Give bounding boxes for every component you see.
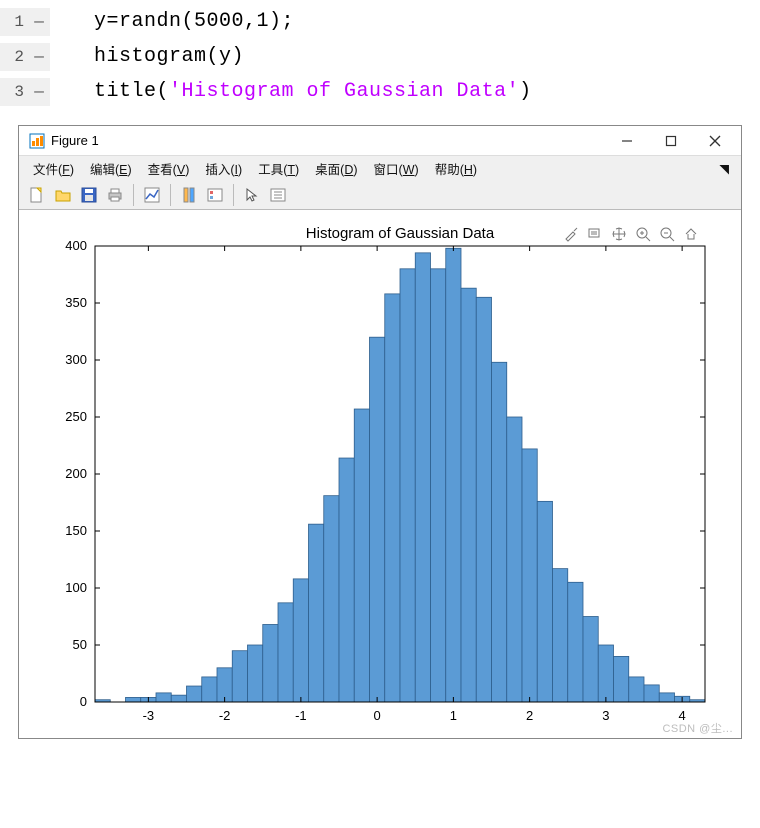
code-line: 2 — histogram(y) xyxy=(0,39,760,74)
svg-text:400: 400 xyxy=(65,238,87,253)
link-data-icon[interactable] xyxy=(140,183,164,207)
brush-icon[interactable] xyxy=(561,224,581,244)
svg-text:1: 1 xyxy=(450,708,457,723)
svg-text:-2: -2 xyxy=(219,708,231,723)
menu-window[interactable]: 窗口(W) xyxy=(366,159,427,178)
line-marker: — xyxy=(28,78,50,106)
legend-icon[interactable] xyxy=(203,183,227,207)
watermark: CSDN @尘... xyxy=(662,720,733,736)
histogram-chart: 050100150200250300350400-3-2-101234Histo… xyxy=(25,218,725,738)
maximize-button[interactable] xyxy=(649,127,693,155)
menubar-dock-arrow-icon[interactable]: ◥ xyxy=(719,161,735,176)
line-number: 1 xyxy=(0,8,28,36)
code-editor: 1 — y=randn(5000,1); 2 — histogram(y) 3 … xyxy=(0,0,760,119)
line-number: 2 xyxy=(0,43,28,71)
figure-window: Figure 1 文件(F) 编辑(E) 查看(V) 插入(I) 工具(T) 桌… xyxy=(18,125,742,739)
toolbar-separator xyxy=(233,184,234,206)
svg-text:200: 200 xyxy=(65,466,87,481)
svg-text:0: 0 xyxy=(374,708,381,723)
svg-text:0: 0 xyxy=(80,694,87,709)
insert-icon[interactable] xyxy=(266,183,290,207)
new-file-icon[interactable] xyxy=(25,183,49,207)
toolbar-separator xyxy=(170,184,171,206)
home-icon[interactable] xyxy=(681,224,701,244)
menu-edit[interactable]: 编辑(E) xyxy=(82,159,140,178)
svg-text:100: 100 xyxy=(65,580,87,595)
datatip-icon[interactable] xyxy=(585,224,605,244)
titlebar[interactable]: Figure 1 xyxy=(19,126,741,156)
menu-help[interactable]: 帮助(H) xyxy=(427,159,485,178)
svg-text:2: 2 xyxy=(526,708,533,723)
pan-icon[interactable] xyxy=(609,224,629,244)
colorbar-icon[interactable] xyxy=(177,183,201,207)
menu-file[interactable]: 文件(F) xyxy=(25,159,82,178)
code-line: 1 — y=randn(5000,1); xyxy=(0,4,760,39)
open-folder-icon[interactable] xyxy=(51,183,75,207)
code-text: y=randn(5000,1); xyxy=(50,4,294,39)
window-title: Figure 1 xyxy=(51,133,605,148)
menu-insert[interactable]: 插入(I) xyxy=(197,159,250,178)
menu-tools[interactable]: 工具(T) xyxy=(250,159,307,178)
menu-desktop[interactable]: 桌面(D) xyxy=(307,159,365,178)
menubar: 文件(F) 编辑(E) 查看(V) 插入(I) 工具(T) 桌面(D) 窗口(W… xyxy=(19,156,741,180)
close-button[interactable] xyxy=(693,127,737,155)
svg-text:3: 3 xyxy=(602,708,609,723)
svg-text:-3: -3 xyxy=(143,708,155,723)
menu-view[interactable]: 查看(V) xyxy=(140,159,198,178)
svg-text:150: 150 xyxy=(65,523,87,538)
print-icon[interactable] xyxy=(103,183,127,207)
zoom-out-icon[interactable] xyxy=(657,224,677,244)
line-marker: — xyxy=(28,8,50,36)
toolbar xyxy=(19,180,741,210)
svg-text:300: 300 xyxy=(65,352,87,367)
code-text: title('Histogram of Gaussian Data') xyxy=(50,74,532,109)
save-icon[interactable] xyxy=(77,183,101,207)
pointer-icon[interactable] xyxy=(240,183,264,207)
svg-text:50: 50 xyxy=(73,637,87,652)
svg-text:250: 250 xyxy=(65,409,87,424)
code-line: 3 — title('Histogram of Gaussian Data') xyxy=(0,74,760,109)
zoom-in-icon[interactable] xyxy=(633,224,653,244)
line-marker: — xyxy=(28,43,50,71)
line-number: 3 xyxy=(0,78,28,106)
svg-text:-1: -1 xyxy=(295,708,307,723)
svg-text:Histogram of Gaussian Data: Histogram of Gaussian Data xyxy=(306,225,495,242)
axes-container: 050100150200250300350400-3-2-101234Histo… xyxy=(19,210,741,738)
code-text: histogram(y) xyxy=(50,39,244,74)
axes-toolbar xyxy=(561,224,701,244)
minimize-button[interactable] xyxy=(605,127,649,155)
svg-text:350: 350 xyxy=(65,295,87,310)
toolbar-separator xyxy=(133,184,134,206)
matlab-figure-icon xyxy=(29,133,45,149)
